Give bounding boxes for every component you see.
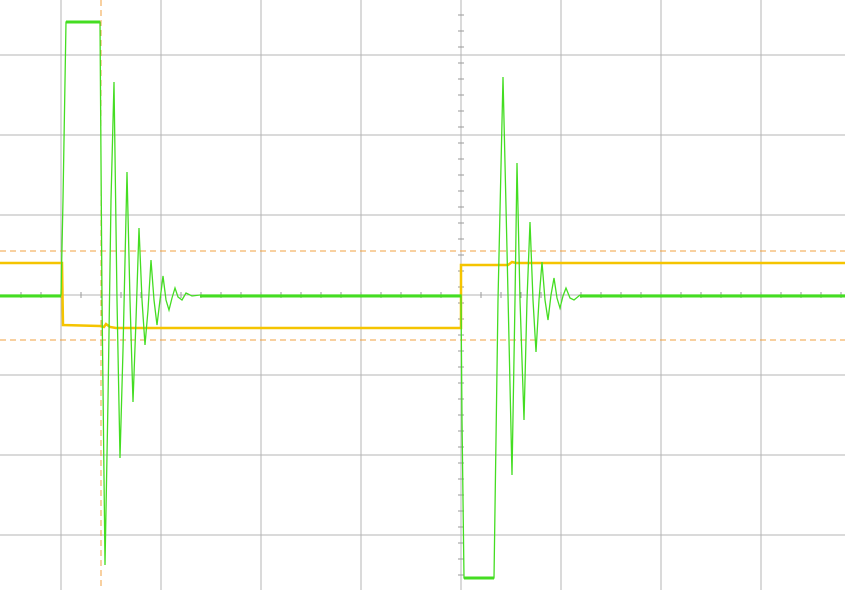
- channel-1-trace: [0, 21, 845, 579]
- channel-2-trace: [0, 260, 845, 330]
